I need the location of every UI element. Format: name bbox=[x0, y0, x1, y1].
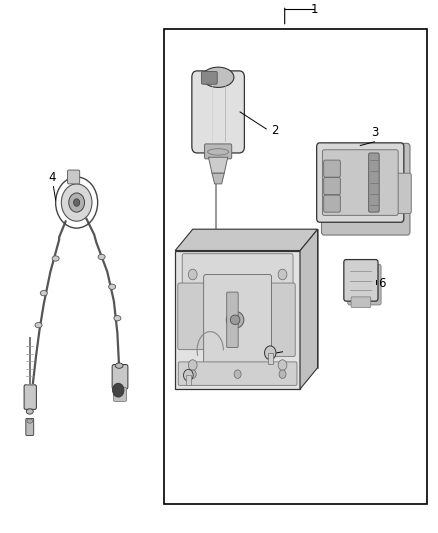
Ellipse shape bbox=[230, 315, 240, 325]
Circle shape bbox=[278, 360, 287, 370]
Circle shape bbox=[184, 369, 193, 381]
Circle shape bbox=[113, 383, 124, 397]
Ellipse shape bbox=[202, 67, 234, 87]
FancyBboxPatch shape bbox=[324, 177, 340, 195]
Polygon shape bbox=[193, 229, 318, 368]
Ellipse shape bbox=[109, 284, 116, 289]
Polygon shape bbox=[212, 173, 224, 184]
Text: 3: 3 bbox=[371, 126, 378, 139]
Circle shape bbox=[69, 193, 85, 212]
FancyBboxPatch shape bbox=[317, 143, 404, 222]
FancyBboxPatch shape bbox=[321, 143, 410, 235]
Circle shape bbox=[188, 360, 197, 370]
FancyBboxPatch shape bbox=[324, 195, 340, 212]
FancyBboxPatch shape bbox=[26, 418, 34, 435]
Circle shape bbox=[265, 346, 276, 360]
Ellipse shape bbox=[27, 419, 32, 423]
Text: 2: 2 bbox=[271, 124, 278, 137]
FancyBboxPatch shape bbox=[268, 283, 295, 357]
FancyBboxPatch shape bbox=[178, 362, 297, 385]
Polygon shape bbox=[175, 229, 318, 251]
FancyBboxPatch shape bbox=[192, 71, 244, 153]
FancyBboxPatch shape bbox=[344, 260, 378, 301]
FancyBboxPatch shape bbox=[113, 387, 127, 401]
Circle shape bbox=[74, 199, 80, 206]
FancyBboxPatch shape bbox=[324, 160, 340, 177]
Ellipse shape bbox=[40, 290, 47, 296]
Ellipse shape bbox=[114, 316, 121, 321]
FancyBboxPatch shape bbox=[201, 71, 217, 84]
Text: 4: 4 bbox=[48, 171, 56, 184]
Text: 6: 6 bbox=[378, 277, 385, 290]
FancyBboxPatch shape bbox=[369, 153, 379, 212]
FancyBboxPatch shape bbox=[268, 353, 273, 364]
FancyBboxPatch shape bbox=[67, 170, 80, 184]
FancyBboxPatch shape bbox=[227, 292, 238, 348]
Ellipse shape bbox=[98, 254, 105, 260]
FancyBboxPatch shape bbox=[24, 385, 36, 409]
FancyBboxPatch shape bbox=[182, 254, 293, 287]
FancyBboxPatch shape bbox=[204, 274, 272, 365]
Circle shape bbox=[279, 370, 286, 378]
Ellipse shape bbox=[226, 311, 244, 328]
FancyBboxPatch shape bbox=[112, 365, 128, 389]
FancyBboxPatch shape bbox=[205, 144, 232, 159]
Ellipse shape bbox=[35, 322, 42, 328]
Polygon shape bbox=[300, 229, 318, 389]
Ellipse shape bbox=[26, 409, 33, 414]
Ellipse shape bbox=[115, 363, 123, 368]
Circle shape bbox=[189, 370, 196, 378]
Circle shape bbox=[278, 269, 287, 280]
FancyBboxPatch shape bbox=[322, 150, 398, 215]
Circle shape bbox=[61, 184, 92, 221]
Circle shape bbox=[234, 370, 241, 378]
Polygon shape bbox=[175, 251, 300, 389]
Polygon shape bbox=[208, 157, 228, 173]
FancyBboxPatch shape bbox=[351, 297, 371, 308]
Circle shape bbox=[188, 269, 197, 280]
Text: 1: 1 bbox=[311, 3, 318, 15]
FancyBboxPatch shape bbox=[348, 264, 381, 305]
FancyBboxPatch shape bbox=[178, 283, 205, 350]
Text: 5: 5 bbox=[285, 345, 292, 358]
FancyBboxPatch shape bbox=[186, 375, 191, 385]
Ellipse shape bbox=[52, 256, 59, 261]
Bar bbox=[164, 29, 427, 504]
FancyBboxPatch shape bbox=[397, 173, 411, 214]
